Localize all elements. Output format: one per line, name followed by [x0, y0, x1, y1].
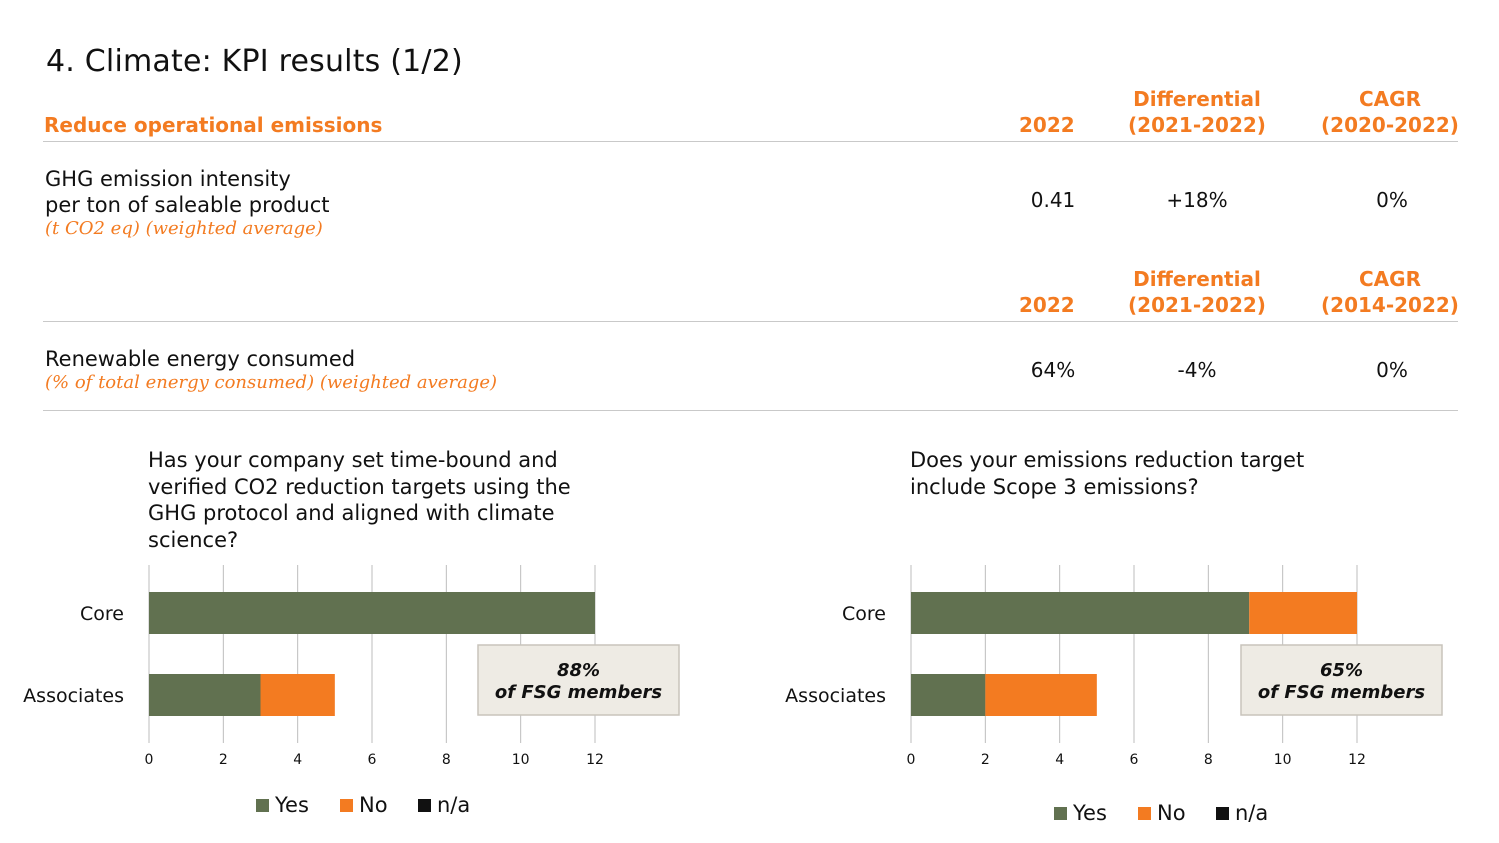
kpi2-cagr-header-line2: (2014-2022) — [1321, 293, 1459, 317]
chart1-bar-yes — [149, 592, 595, 634]
kpi1-differential: +18% — [1166, 188, 1228, 212]
kpi2-header-divider — [43, 321, 1458, 322]
chart1-legend-swatch-na — [418, 799, 431, 812]
chart2-category-label: Associates — [785, 685, 886, 707]
chart2-bar-no — [1249, 592, 1357, 634]
chart2-bar-yes — [911, 592, 1250, 634]
chart2-callout-percent: 65% — [1320, 660, 1363, 681]
chart1-plot: 0 2 4 6 8 10 12 Core Associates 88%of FSG members… — [23, 565, 680, 817]
chart1-question: Has your company set time-bound and veri… — [148, 447, 571, 553]
chart1-category-label: Associates — [23, 685, 124, 707]
chart1-legend-label-no: No — [359, 793, 388, 817]
page-title: 4. Climate: KPI results (1/2) — [46, 44, 463, 79]
chart1-callout-percent: 88% — [557, 660, 600, 681]
chart1-tick-label: 4 — [293, 752, 302, 768]
chart1-legend-label-yes: Yes — [274, 793, 309, 817]
chart2-legend-swatch-na — [1216, 807, 1229, 820]
chart2-question-line1: Does your emissions reduction target — [910, 448, 1305, 472]
chart2-question-line2: include Scope 3 emissions? — [910, 474, 1199, 499]
chart1-callout-box — [477, 644, 680, 716]
chart1-question-line2: verified CO2 reduction targets using the — [148, 474, 571, 499]
kpi1-label-line2: per ton of saleable product — [45, 193, 330, 217]
chart1-tick-label: 12 — [586, 752, 604, 768]
kpi2-diff-header-line2: (2021-2022) — [1128, 293, 1266, 317]
chart1-legend-swatch-no — [340, 799, 353, 812]
section-title: Reduce operational emissions — [44, 113, 383, 137]
kpi1-diff-header-line2: (2021-2022) — [1128, 113, 1266, 137]
chart2-legend-swatch-yes — [1054, 807, 1067, 820]
chart2-bar-yes — [911, 674, 986, 716]
chart1-bar-yes — [149, 674, 261, 716]
kpi1-label-line1: GHG emission intensity — [45, 167, 291, 191]
kpi2-differential: -4% — [1177, 358, 1217, 382]
kpi2-diff-header: Differential (2021-2022) — [1117, 266, 1277, 318]
kpi1-cagr-header-line2: (2020-2022) — [1321, 113, 1459, 137]
kpi1-cagr: 0% — [1376, 188, 1408, 212]
chart1-legend-label-na: n/a — [437, 793, 470, 817]
chart2-legend-label-na: n/a — [1235, 801, 1268, 825]
chart1-question-line1: Has your company set time-bound and — [148, 448, 558, 472]
kpi1-diff-header: Differential (2021-2022) — [1117, 86, 1277, 138]
chart1-bar-no — [260, 674, 335, 716]
kpi2-diff-header-line1: Differential — [1133, 267, 1261, 291]
chart1-category-label: Core — [80, 603, 124, 625]
chart2-callout-caption: of FSG members — [1258, 682, 1425, 703]
kpi1-unit: (t CO2 eq) (weighted average) — [45, 218, 323, 239]
chart2-tick-label: 8 — [1204, 752, 1213, 768]
kpi1-year-header: 2022 — [1019, 113, 1075, 137]
chart2-tick-label: 2 — [981, 752, 990, 768]
chart2-question: Does your emissions reduction target inc… — [910, 447, 1304, 500]
chart1-tick-label: 10 — [512, 752, 530, 768]
kpi1-label: GHG emission intensity per ton of saleab… — [45, 166, 330, 240]
chart2-legend-label-no: No — [1157, 801, 1186, 825]
chart2-tick-label: 4 — [1055, 752, 1064, 768]
chart1-callout-caption: of FSG members — [495, 682, 662, 703]
chart2-legend-swatch-no — [1138, 807, 1151, 820]
chart2-callout-box — [1240, 644, 1443, 716]
kpi2-cagr: 0% — [1376, 358, 1408, 382]
chart1-legend-swatch-yes — [256, 799, 269, 812]
kpi2-unit: (% of total energy consumed) (weighted a… — [45, 372, 497, 393]
kpi1-cagr-header-line1: CAGR — [1359, 87, 1421, 111]
kpi1-value: 0.41 — [1030, 188, 1076, 212]
chart2-legend-label-yes: Yes — [1072, 801, 1107, 825]
chart1-tick-label: 2 — [219, 752, 228, 768]
kpi2-value: 64% — [1030, 358, 1076, 382]
chart1-question-line4: science? — [148, 527, 239, 552]
kpi2-label-line1: Renewable energy consumed — [45, 347, 356, 371]
chart2-plot: 0 2 4 6 8 10 12 Core Associates 65%of FSG members… — [785, 565, 1443, 825]
kpi2-year-header: 2022 — [1019, 293, 1075, 317]
chart2-tick-label: 10 — [1274, 752, 1292, 768]
kpi2-label: Renewable energy consumed (% of total en… — [45, 346, 497, 394]
chart1-question-line3: GHG protocol and aligned with climate — [148, 501, 555, 525]
kpi1-diff-header-line1: Differential — [1133, 87, 1261, 111]
chart1-tick-label: 8 — [442, 752, 451, 768]
kpi1-header-divider — [43, 141, 1458, 142]
chart2-tick-label: 12 — [1348, 752, 1366, 768]
kpi2-bottom-divider — [43, 410, 1458, 411]
chart2-tick-label: 6 — [1130, 752, 1139, 768]
chart1-tick-label: 6 — [368, 752, 377, 768]
kpi2-cagr-header-line1: CAGR — [1359, 267, 1421, 291]
chart2-category-label: Core — [842, 603, 886, 625]
kpi1-cagr-header: CAGR (2020-2022) — [1310, 86, 1470, 138]
chart2-tick-label: 0 — [907, 752, 916, 768]
kpi2-cagr-header: CAGR (2014-2022) — [1310, 266, 1470, 318]
chart2-bar-no — [985, 674, 1097, 716]
chart1-tick-label: 0 — [145, 752, 154, 768]
